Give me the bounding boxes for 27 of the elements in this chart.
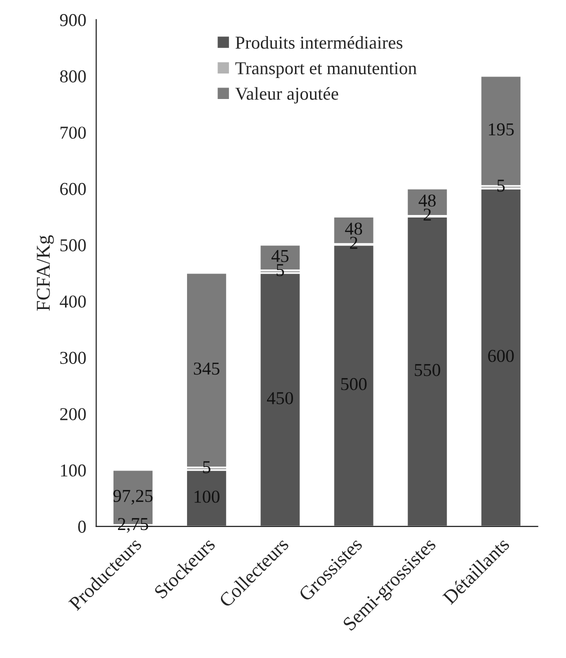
- legend-label: Produits intermédiaires: [236, 36, 402, 49]
- data-label: 600: [488, 350, 514, 362]
- data-label: 48: [418, 194, 436, 207]
- data-label: 5: [276, 264, 284, 276]
- y-tick-label: 100: [61, 464, 86, 477]
- y-tick-label: 700: [60, 126, 86, 139]
- y-tick-label: 0: [78, 520, 86, 533]
- legend-label: Transport et manutention: [235, 62, 417, 78]
- data-label: 450: [266, 392, 294, 404]
- data-label: 45: [271, 250, 288, 262]
- data-label: 100: [194, 490, 220, 503]
- y-tick-label: 900: [60, 14, 86, 26]
- y-tick-label: 800: [60, 70, 86, 82]
- data-label: 195: [488, 123, 514, 136]
- y-tick-label: 300: [60, 352, 86, 364]
- legend-label: Valeur ajoutée: [235, 87, 338, 104]
- data-label: 5: [203, 461, 210, 474]
- y-tick-label: 600: [60, 182, 86, 196]
- data-label: 5: [497, 180, 505, 192]
- data-label: 500: [341, 378, 367, 390]
- data-label: 48: [345, 222, 362, 235]
- data-label: 345: [194, 362, 220, 375]
- y-tick-label: 200: [60, 408, 86, 420]
- y-tick-label: 400: [60, 295, 86, 308]
- y-axis-title: FCFA/Kg: [36, 235, 54, 311]
- y-tick-label: 500: [60, 239, 86, 252]
- data-label: 550: [414, 364, 440, 376]
